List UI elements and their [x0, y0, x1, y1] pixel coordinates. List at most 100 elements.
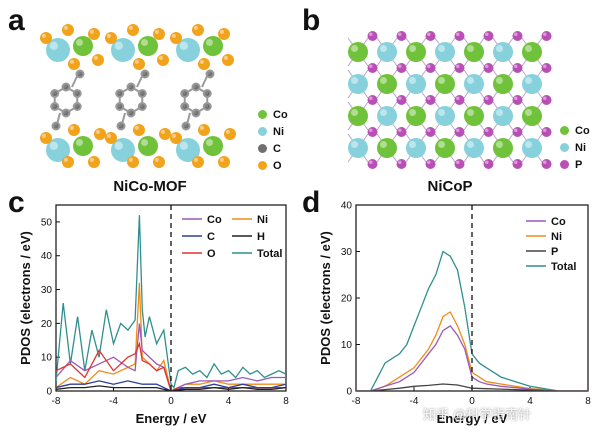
legend-item-total: Total	[232, 248, 282, 260]
ni-atom	[111, 38, 135, 62]
p-atom	[425, 63, 436, 73]
caption-nico-mof: NiCo-MOF	[113, 178, 187, 195]
co-atom	[348, 42, 368, 62]
o-atom	[133, 124, 145, 136]
co-atom	[377, 74, 397, 94]
ni-atom	[464, 138, 484, 158]
legend-label: O	[207, 248, 216, 260]
co-atom	[377, 138, 397, 158]
o-atom	[105, 32, 117, 44]
legend-item-ni: Ni	[232, 214, 268, 226]
o-atom	[92, 54, 104, 66]
co-atom	[73, 36, 93, 56]
c-atom	[137, 89, 147, 98]
legend-label: Total	[551, 261, 576, 273]
legend-panel-a: Co Ni C O	[258, 106, 288, 174]
p-atom	[425, 127, 436, 137]
ni-atom	[176, 138, 200, 162]
ni-atom	[46, 38, 70, 62]
o-atom	[105, 132, 117, 144]
c-atom	[180, 89, 190, 98]
panel-letter-c: c	[8, 186, 25, 219]
y-tick-label: 20	[341, 294, 353, 305]
p-atom	[396, 63, 407, 73]
p-atom	[425, 95, 436, 105]
pdos-chart-nico-mof: -8 -4 0 4 8 0 10 20 30 40 50 Energy / eV PDOS (elect…	[18, 204, 289, 426]
o-atom	[218, 28, 230, 40]
co-atom	[435, 138, 455, 158]
legend-label: O	[273, 159, 282, 172]
legend-label: H	[257, 231, 265, 243]
y-axis-label: PDOS (electrons / eV)	[318, 231, 333, 365]
co-atom	[348, 106, 368, 126]
c-atom-swatch	[258, 144, 267, 153]
p-atom-swatch	[560, 160, 569, 169]
legend-label: P	[575, 158, 583, 171]
x-tick-label: 0	[168, 396, 174, 407]
p-atom	[367, 95, 378, 105]
c-atom	[72, 102, 82, 111]
o-atom-swatch	[258, 161, 267, 170]
co-atom	[435, 74, 455, 94]
o-atom	[198, 124, 210, 136]
c-atom	[140, 69, 150, 79]
o-atom	[88, 156, 100, 168]
c-atom	[61, 82, 71, 92]
o-atom	[40, 132, 52, 144]
x-axis-label: Energy / eV	[136, 411, 207, 426]
ni-atom	[522, 138, 542, 158]
p-atom	[396, 95, 407, 105]
legend-item-co: Co	[182, 214, 222, 226]
c-atom	[75, 69, 85, 79]
ni-atom	[377, 42, 397, 62]
p-atom	[483, 95, 494, 105]
p-atom	[512, 63, 523, 73]
legend-label: C	[273, 142, 281, 155]
o-atom	[68, 58, 80, 70]
series-line-c	[56, 380, 286, 391]
p-atom	[425, 31, 436, 41]
c-atom	[126, 82, 136, 92]
y-tick-label: 10	[41, 353, 53, 364]
legend-item-c: C	[182, 231, 215, 243]
panel-letter-d: d	[302, 186, 321, 219]
co-atom	[203, 36, 223, 56]
legend-label: Co	[207, 214, 222, 226]
p-atom	[541, 127, 552, 137]
ni-atom	[435, 42, 455, 62]
c-atom	[180, 102, 190, 111]
legend-item: Ni	[560, 139, 590, 156]
p-atom	[396, 159, 407, 169]
ni-atom	[522, 74, 542, 94]
co-atom-swatch	[560, 126, 569, 135]
legend-item: O	[258, 157, 288, 174]
p-atom	[425, 159, 436, 169]
ni-atom	[348, 74, 368, 94]
x-tick-label: 0	[469, 396, 475, 407]
series-line-o	[56, 341, 286, 391]
co-atom	[493, 74, 513, 94]
c-atom	[126, 108, 136, 118]
y-tick-label: 40	[41, 251, 53, 262]
series-line-total	[356, 250, 588, 391]
legend-label: P	[551, 246, 558, 258]
co-atom	[138, 136, 158, 156]
p-atom	[483, 31, 494, 41]
co-atom	[493, 138, 513, 158]
o-atom	[40, 32, 52, 44]
x-axis-label: Energy / eV	[437, 411, 508, 426]
o-atom	[218, 156, 230, 168]
p-atom	[367, 31, 378, 41]
ni-atom	[435, 106, 455, 126]
p-atom	[541, 63, 552, 73]
o-atom	[127, 24, 139, 36]
ni-atom	[176, 38, 200, 62]
ni-atom	[493, 106, 513, 126]
ni-atom	[464, 74, 484, 94]
c-atom	[61, 108, 71, 118]
p-atom	[483, 63, 494, 73]
ni-atom	[111, 138, 135, 162]
co-atom	[138, 36, 158, 56]
ni-atom	[377, 106, 397, 126]
y-tick-label: 0	[46, 387, 52, 398]
